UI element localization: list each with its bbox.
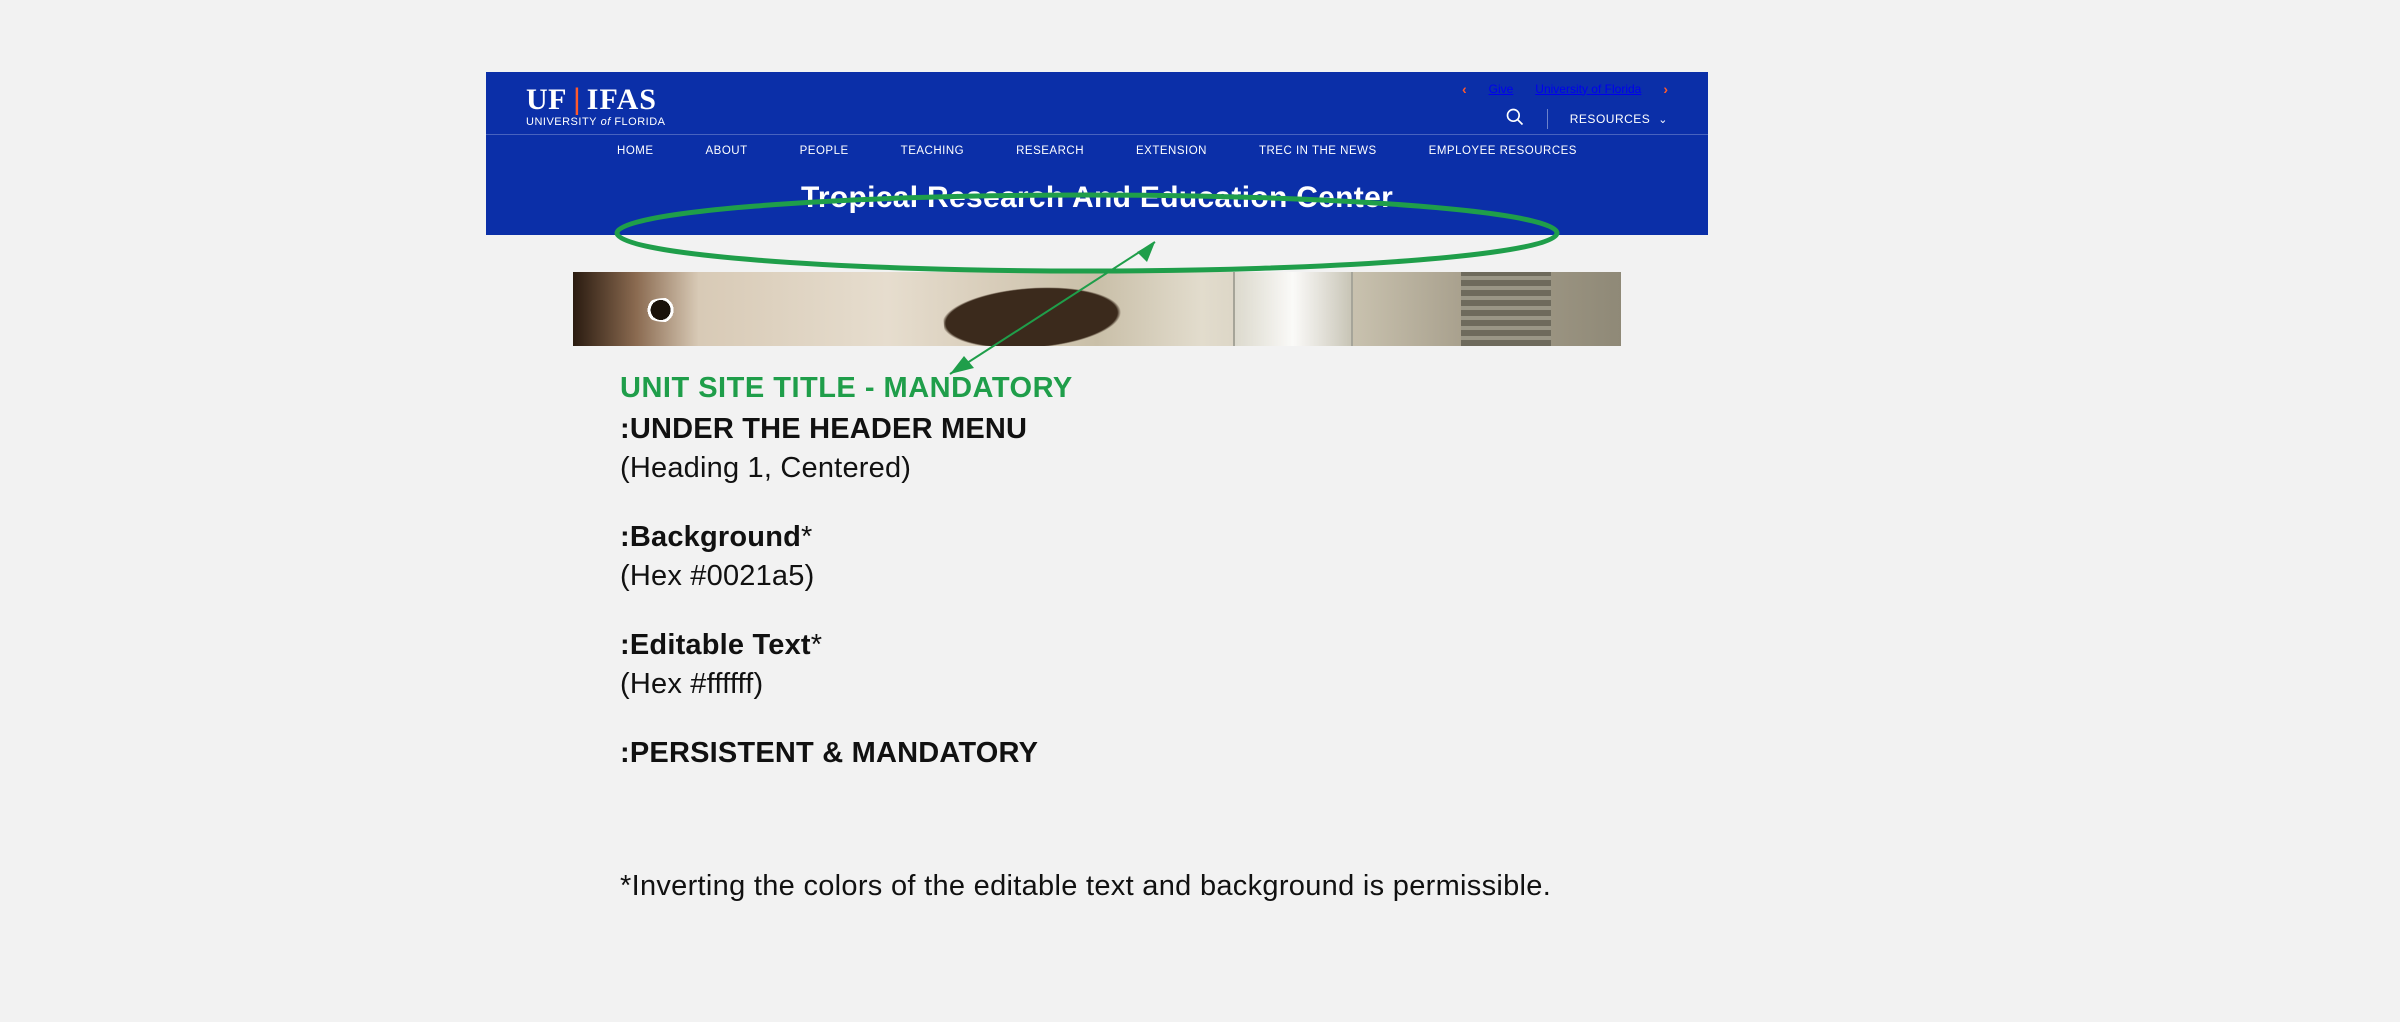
- document-page: UF | IFAS UNIVERSITY of FLORIDA ‹ Give U…: [0, 0, 2400, 1022]
- chevron-right-icon: ›: [1663, 81, 1668, 97]
- nav-extension[interactable]: EXTENSION: [1136, 145, 1207, 157]
- vertical-divider: [1547, 109, 1548, 129]
- nav-news[interactable]: TREC IN THE NEWS: [1259, 145, 1377, 157]
- header-screenshot: UF | IFAS UNIVERSITY of FLORIDA ‹ Give U…: [486, 72, 1708, 235]
- uf-ifas-logo[interactable]: UF | IFAS UNIVERSITY of FLORIDA: [526, 85, 666, 128]
- nav-teaching[interactable]: TEACHING: [901, 145, 964, 157]
- logo-uf-text: UF: [526, 85, 567, 115]
- uf-link[interactable]: University of Florida: [1535, 82, 1641, 96]
- background-spec-line: :Background*: [620, 521, 1820, 554]
- site-title-bar: Tropical Research And Education Center: [486, 167, 1708, 235]
- logo-divider: |: [573, 85, 581, 115]
- editable-text-hex: (Hex #ffffff): [620, 668, 1820, 701]
- resources-dropdown[interactable]: RESOURCES ⌄: [1570, 112, 1668, 126]
- nav-about[interactable]: ABOUT: [706, 145, 748, 157]
- top-utility-links: ‹ Give University of Florida ›: [1462, 81, 1668, 97]
- body-copy: UNIT SITE TITLE - MANDATORY :UNDER THE H…: [620, 372, 1820, 770]
- hero-image-strip: [573, 272, 1621, 346]
- top-actions: RESOURCES ⌄: [1505, 107, 1668, 132]
- primary-nav: HOME ABOUT PEOPLE TEACHING RESEARCH EXTE…: [486, 135, 1708, 167]
- chevron-down-icon: ⌄: [1658, 113, 1668, 126]
- under-header-menu-label: :UNDER THE HEADER MENU: [620, 413, 1820, 446]
- footnote: *Inverting the colors of the editable te…: [620, 870, 1551, 903]
- nav-people[interactable]: PEOPLE: [800, 145, 849, 157]
- nav-employee-resources[interactable]: EMPLOYEE RESOURCES: [1429, 145, 1577, 157]
- logo-ifas-text: IFAS: [587, 85, 657, 115]
- nav-research[interactable]: RESEARCH: [1016, 145, 1084, 157]
- topbar-right: ‹ Give University of Florida › RESOURCES…: [1462, 81, 1668, 132]
- logo-subline: UNIVERSITY of FLORIDA: [526, 117, 666, 128]
- chevron-left-icon: ‹: [1462, 81, 1467, 97]
- site-title: Tropical Research And Education Center: [486, 181, 1708, 215]
- nav-home[interactable]: HOME: [617, 145, 654, 157]
- section-title: UNIT SITE TITLE - MANDATORY: [620, 372, 1820, 405]
- search-icon[interactable]: [1505, 107, 1525, 132]
- give-link[interactable]: Give: [1489, 82, 1514, 96]
- heading1-centered-note: (Heading 1, Centered): [620, 452, 1820, 485]
- topbar: UF | IFAS UNIVERSITY of FLORIDA ‹ Give U…: [486, 72, 1708, 134]
- editable-text-spec-line: :Editable Text*: [620, 629, 1820, 662]
- persistent-mandatory-label: :PERSISTENT & MANDATORY: [620, 737, 1820, 770]
- background-hex: (Hex #0021a5): [620, 560, 1820, 593]
